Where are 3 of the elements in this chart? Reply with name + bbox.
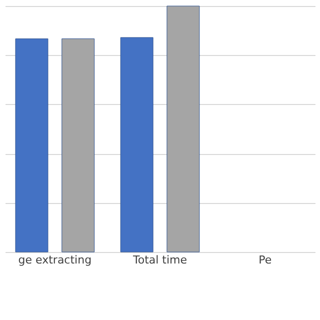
- x-tick-label: Total time: [132, 254, 188, 266]
- x-tick-label: Pe: [258, 254, 272, 266]
- x-tick-label: ge extracting: [18, 254, 92, 266]
